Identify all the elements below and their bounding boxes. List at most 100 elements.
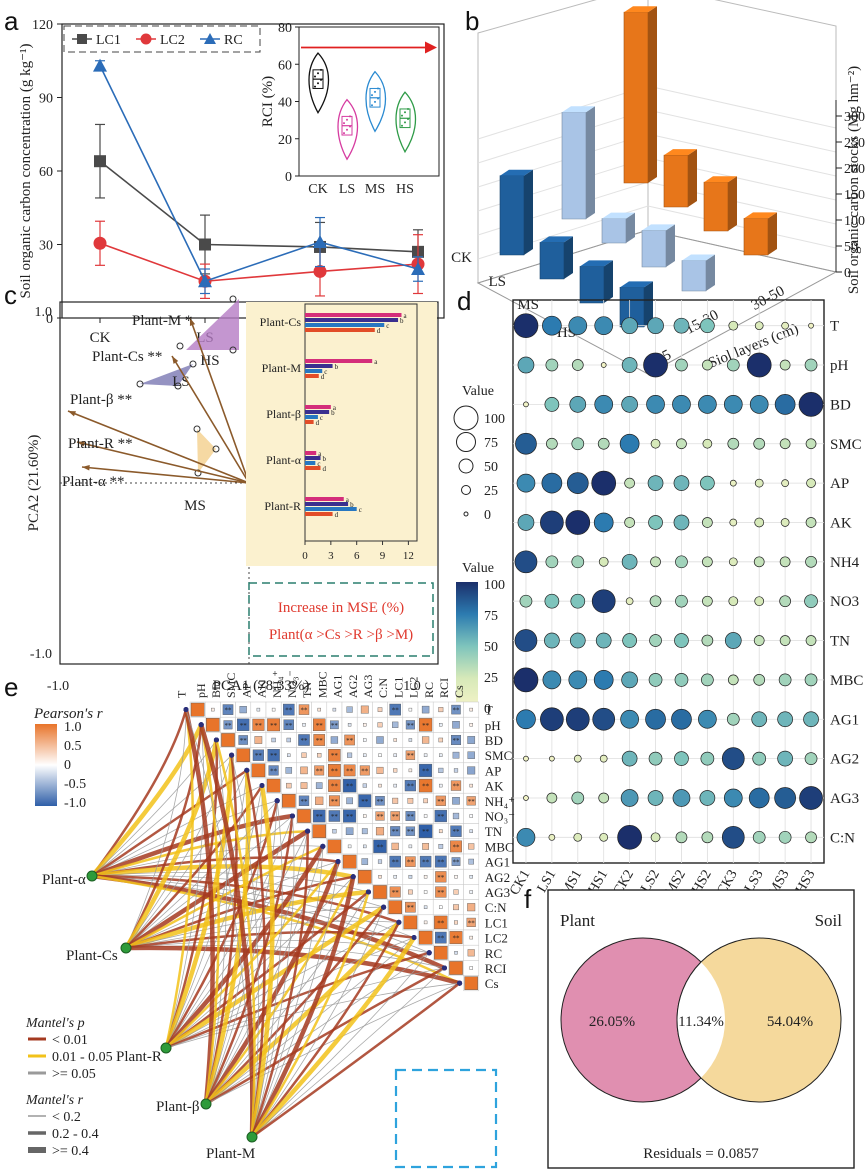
panel-e-cell-value	[469, 783, 473, 788]
panel-e-plant-label: Plant-Cs	[66, 948, 118, 964]
panel-d-dot	[728, 596, 739, 607]
panel-d-dot	[808, 322, 814, 329]
panel-d-dot	[571, 791, 585, 805]
panel-e-cell-value	[271, 737, 276, 743]
panel-e-cell-value	[423, 753, 428, 757]
panel-e-link-end	[350, 874, 356, 880]
panel-d-dot	[621, 553, 638, 570]
panel-d-dot	[702, 359, 713, 371]
panel-d-dot	[774, 787, 796, 809]
panel-e-cell-value	[393, 753, 397, 757]
panel-a-inset-point	[343, 132, 345, 135]
panel-e-cell-sig: **	[453, 935, 461, 943]
panel-a-inset-xtick-label: LS	[339, 182, 355, 197]
panel-e-cell-sig: **	[377, 798, 385, 806]
panel-d-dot	[804, 594, 818, 609]
panel-a-inset-point	[377, 87, 379, 90]
panel-d-dot	[546, 437, 558, 450]
panel-e-plant-node	[120, 942, 132, 954]
panel-e-link-end	[305, 828, 311, 834]
panel-d-dot	[673, 475, 690, 491]
panel-d-size-legend-label: 100	[484, 412, 505, 427]
panel-d-letter: d	[457, 286, 471, 316]
panel-e-cell-value	[221, 733, 235, 747]
panel-e-link	[205, 966, 445, 1106]
panel-e-cell-value	[392, 797, 399, 804]
panel-e-link-end	[396, 919, 402, 925]
panel-e-column-label: AP	[239, 682, 253, 698]
panel-e-cell-value	[408, 707, 413, 712]
panel-e-cell-value	[439, 905, 443, 909]
panel-e-cell-value	[408, 874, 413, 879]
panel-a-inset-point	[320, 68, 322, 71]
panel-d-row-label: AG3	[830, 791, 859, 807]
panel-e-cell-value	[423, 798, 428, 804]
panel-e-cell-sig: **	[361, 767, 369, 775]
panel-a-marker-triangle	[198, 274, 212, 288]
panel-d-dot	[571, 359, 584, 371]
panel-a-series-line	[99, 160, 419, 253]
panel-a-inset-ytick-label: 0	[285, 170, 292, 185]
panel-e-cell-value	[469, 814, 473, 818]
panel-d-dot	[781, 321, 789, 330]
panel-e-cell-value	[330, 720, 339, 730]
panel-e-column-label: LC1	[391, 677, 405, 698]
panel-d-dot	[804, 673, 818, 687]
panel-d-dot	[675, 594, 688, 608]
panel-e-cell-sig: **	[422, 828, 430, 836]
panel-c-inset-bar	[305, 466, 321, 470]
panel-e-cell-value	[405, 856, 416, 867]
panel-c-group-point	[194, 469, 202, 477]
panel-c-inset-bar	[305, 359, 373, 363]
panel-d-size-legend-circle	[463, 511, 469, 517]
panel-e-cell-sig: **	[331, 767, 339, 775]
panel-d-dot	[593, 670, 614, 690]
panel-c-inset-category: Plant-β	[266, 407, 301, 421]
panel-a-inset-point	[401, 124, 403, 127]
panel-a-inset-point	[371, 94, 373, 97]
panel-d-dot	[566, 472, 589, 494]
panel-b-bar-front	[601, 218, 627, 244]
panel-e-pearson-label: 1.0	[64, 720, 82, 735]
panel-c-vector	[171, 355, 250, 484]
panel-e-cell-value	[358, 870, 372, 884]
panel-d-dot	[569, 632, 586, 649]
panel-e-cell-sig: **	[407, 828, 415, 836]
panel-d-dot	[591, 589, 616, 614]
panel-d-dot	[723, 788, 743, 808]
panel-d-dot	[545, 555, 559, 569]
panel-e-cell-value	[405, 826, 416, 836]
panel-d-dot	[620, 709, 639, 729]
panel-d-dot	[674, 633, 689, 648]
panel-a-ytick-label: 0	[46, 312, 53, 327]
panel-e-cell-value	[453, 768, 459, 773]
panel-e-link	[251, 952, 430, 1138]
panel-d-dot	[544, 593, 560, 609]
panel-e-cell-value	[377, 707, 383, 712]
panel-d-dot	[516, 473, 536, 493]
panel-e-link-end	[198, 722, 204, 728]
panel-c-group-point	[193, 425, 201, 433]
panel-e-link-end	[213, 737, 219, 743]
panel-a-ylabel: Soil organic carbon concentration (g kg⁻…	[18, 44, 34, 299]
panel-b-gridline	[647, 133, 837, 177]
panel-c-group-point	[212, 445, 220, 453]
panel-c-vector-head	[82, 464, 90, 471]
panel-d-dot	[778, 673, 792, 687]
panel-d-dot	[702, 595, 713, 607]
panel-d-dot	[594, 316, 614, 336]
panel-e-cell-sig: **	[301, 798, 309, 806]
panel-d-dot	[699, 790, 716, 806]
panel-a-inset-point	[349, 125, 351, 128]
panel-b-bar-top	[642, 224, 675, 231]
panel-e-link	[164, 845, 325, 1050]
panel-d-dot	[754, 517, 765, 528]
panel-e-cell-value	[271, 707, 276, 712]
panel-c-inset-letter: d	[323, 465, 327, 473]
panel-e-column-label: T	[175, 690, 189, 698]
panel-a-inset-point	[371, 104, 373, 107]
panel-e-link	[205, 739, 228, 1105]
panel-e-link	[204, 755, 238, 1105]
panel-d-dot	[513, 313, 539, 339]
panel-c-vector	[81, 466, 250, 484]
